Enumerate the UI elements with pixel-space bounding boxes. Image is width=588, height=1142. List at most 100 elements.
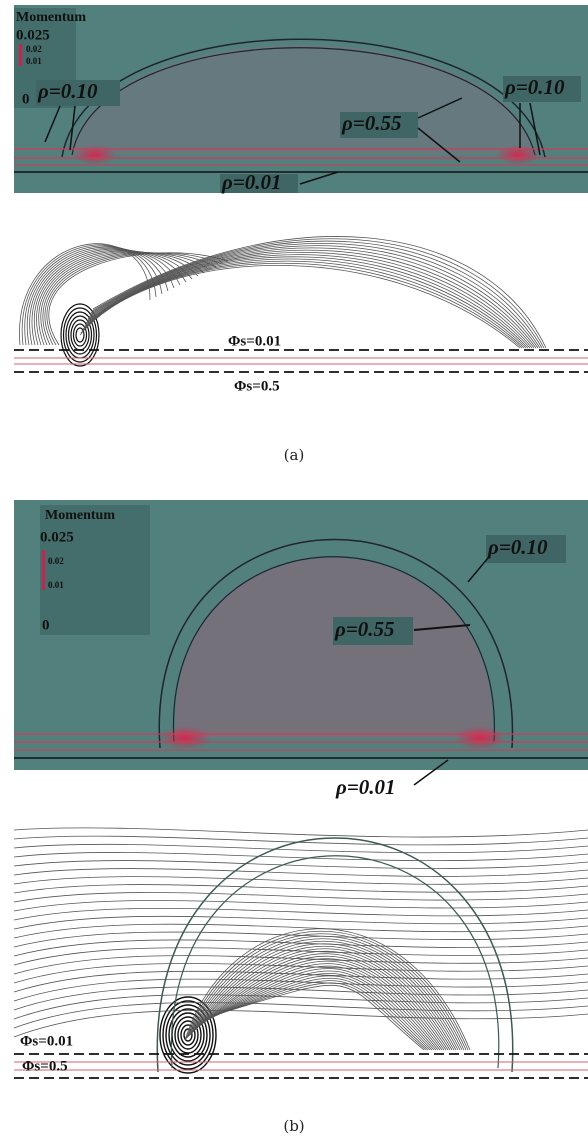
streamline — [89, 242, 541, 349]
leader — [417, 97, 463, 119]
streamline — [29, 247, 175, 346]
vortex — [159, 996, 217, 1074]
streamline-map-a: Φs=0.01 Φs=0.5 — [14, 236, 588, 394]
streamline — [42, 252, 211, 346]
hot-spot — [496, 145, 540, 165]
streamline — [40, 251, 205, 346]
contour — [170, 855, 500, 1069]
streamline — [13, 931, 588, 948]
streamline — [13, 876, 588, 885]
contour — [172, 556, 495, 743]
streamline — [13, 908, 588, 921]
colorbar — [19, 44, 22, 66]
streamline — [194, 953, 451, 1051]
streamline — [13, 1010, 588, 1038]
annotation: ρ=0.01 — [335, 775, 396, 799]
streamline — [87, 247, 537, 349]
streamline — [13, 947, 588, 966]
streamline — [88, 245, 539, 349]
streamline — [13, 986, 588, 1011]
streamline — [34, 249, 187, 346]
streamline — [203, 975, 433, 1051]
leader — [529, 102, 541, 156]
streamline — [92, 236, 547, 349]
colorbar-tick: 0.01 — [48, 580, 64, 590]
streamline — [205, 980, 429, 1051]
streamline — [196, 958, 447, 1051]
streamline — [13, 939, 588, 957]
streamline — [44, 252, 217, 346]
streamline — [188, 938, 463, 1051]
streamline — [13, 1002, 588, 1029]
streamline — [185, 930, 469, 1051]
vortex — [72, 323, 88, 347]
streamline — [192, 948, 455, 1051]
vortex — [177, 1020, 199, 1050]
streamline — [13, 852, 588, 862]
annotation: Φs=0.01 — [20, 1033, 73, 1049]
colorbar-title: Momentum — [16, 10, 86, 25]
label-box — [333, 617, 413, 645]
leader — [413, 624, 471, 631]
label-box — [503, 76, 581, 102]
streamline — [13, 835, 588, 846]
leader — [69, 105, 76, 151]
streamline — [46, 252, 223, 346]
vortex — [168, 1008, 208, 1062]
vortex — [180, 1024, 196, 1046]
vortex — [75, 327, 85, 343]
colorbar-min: 0 — [22, 91, 30, 107]
label-box — [340, 112, 418, 138]
annotation: Φs=0.5 — [22, 1058, 68, 1074]
streamline — [191, 945, 457, 1051]
colorbar-tick: 0.02 — [26, 44, 42, 54]
drop-interior — [175, 558, 493, 738]
streamline — [184, 928, 471, 1051]
streamline — [197, 960, 445, 1051]
annotation: ρ=0.55 — [341, 111, 402, 135]
vortex — [62, 307, 98, 363]
leader — [417, 127, 461, 163]
label-box — [36, 80, 120, 106]
streamline — [79, 265, 521, 349]
momentum-map-a: Momentum 0.025 0.02 0.01 0 ρ=0.10 ρ=0.10… — [14, 5, 588, 194]
streamline — [13, 884, 588, 894]
streamline — [13, 900, 588, 912]
vortex — [162, 1000, 214, 1070]
momentum-map-b: Momentum 0.025 0.02 0.01 0 ρ=0.10 ρ=0.55… — [14, 500, 588, 799]
streamline — [13, 892, 588, 903]
streamline — [13, 994, 588, 1020]
streamline — [48, 252, 229, 346]
streamline — [190, 943, 459, 1051]
streamline — [201, 970, 437, 1051]
streamline — [199, 965, 441, 1051]
annotation: Φs=0.5 — [234, 378, 280, 394]
streamline — [187, 935, 465, 1051]
hot-spot — [454, 726, 506, 750]
colorbar-max: 0.025 — [40, 529, 74, 545]
colorbar-tick: 0.02 — [48, 556, 64, 566]
colorbar-min: 0 — [42, 617, 50, 633]
streamline — [91, 238, 545, 349]
hot-spot — [73, 145, 117, 165]
streamline — [13, 915, 588, 930]
vortex — [165, 1004, 211, 1066]
streamline — [195, 955, 449, 1051]
annotation: ρ=0.01 — [221, 170, 282, 194]
label-box — [486, 535, 566, 563]
colorbar-tick: 0.01 — [26, 56, 42, 66]
colorbar-max: 0.025 — [16, 27, 50, 43]
streamline-map-b: Φs=0.01 Φs=0.5 — [13, 827, 588, 1079]
vortex — [60, 303, 100, 367]
streamline — [36, 250, 193, 346]
streamline — [13, 978, 588, 1002]
hot-spot — [159, 726, 211, 750]
streamline — [200, 968, 439, 1051]
streamline — [90, 240, 543, 349]
vortex — [183, 1028, 193, 1042]
streamline — [202, 973, 435, 1051]
colorbar-title: Momentum — [45, 508, 115, 523]
streamline — [31, 248, 181, 346]
leader — [44, 105, 61, 143]
